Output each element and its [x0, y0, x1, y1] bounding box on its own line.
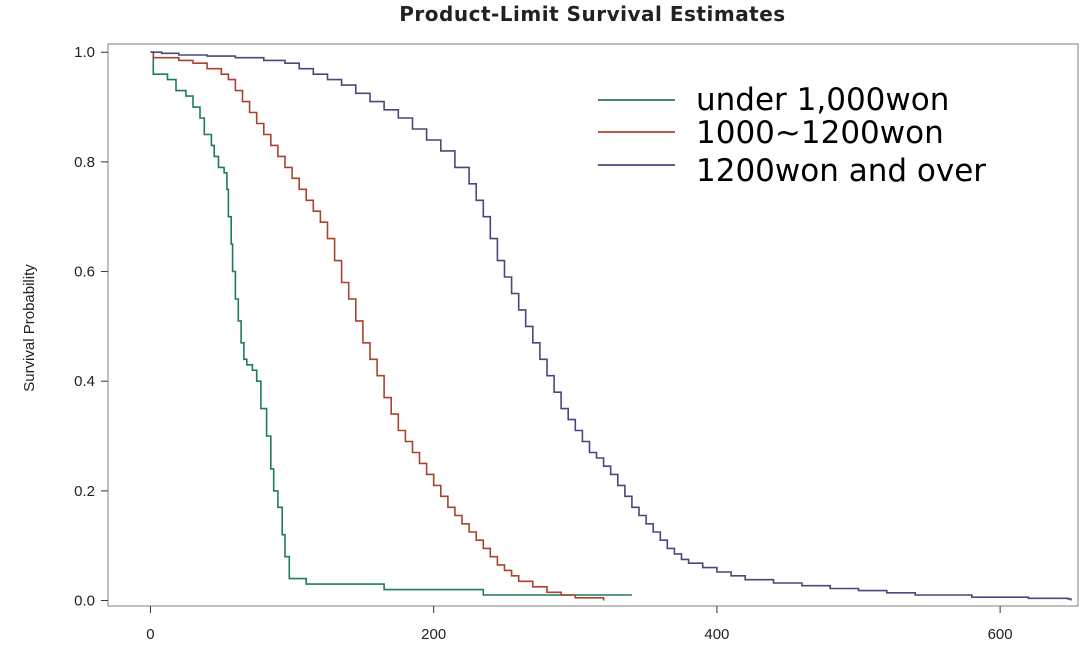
x-tick-label: 400 [704, 626, 729, 643]
plot-frame [107, 43, 1079, 607]
legend-label-1000-1200: 1000~1200won [696, 115, 944, 151]
survival-curves [150, 51, 1072, 601]
legend-label-under-1000: under 1,000won [696, 82, 949, 118]
survival-curve-3 [150, 51, 1072, 601]
x-axis: 0 200 400 600 [146, 606, 1013, 643]
y-tick-label: 0.8 [74, 154, 95, 171]
y-axis-label: Survival Probability [21, 264, 38, 392]
survival-curve-2 [150, 51, 605, 601]
survival-curve-1 [150, 51, 632, 596]
y-tick-label: 0.6 [74, 264, 95, 281]
x-tick-label: 600 [988, 626, 1013, 643]
y-tick-label: 0.2 [74, 483, 95, 500]
y-axis: 0.0 0.2 0.4 0.6 0.8 1.0 [74, 44, 108, 610]
x-tick-label: 200 [421, 626, 446, 643]
legend: under 1,000won 1000~1200won 1200won and … [585, 72, 1055, 212]
legend-label-1200-over: 1200won and over [696, 153, 986, 189]
y-tick-label: 1.0 [74, 44, 95, 61]
x-tick-label: 0 [146, 626, 154, 643]
y-tick-label: 0.0 [74, 593, 95, 610]
y-tick-label: 0.4 [74, 373, 95, 390]
chart-title: Product-Limit Survival Estimates [399, 2, 786, 26]
legend-box [585, 72, 1055, 212]
